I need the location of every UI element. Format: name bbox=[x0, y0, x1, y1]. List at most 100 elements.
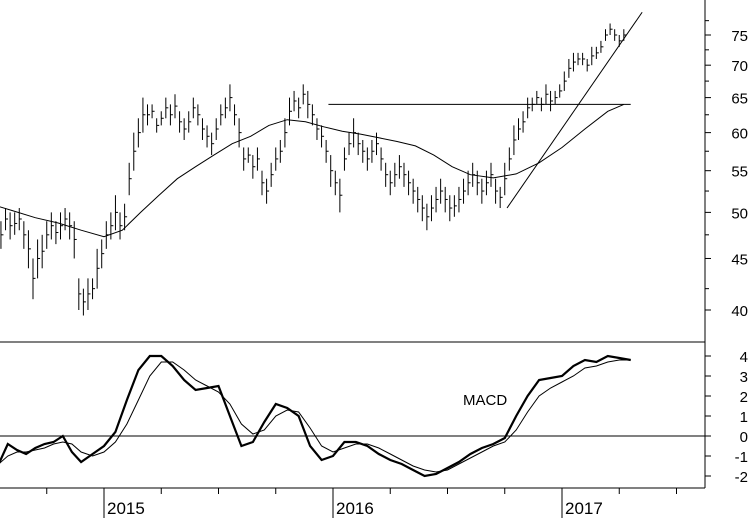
price-bar bbox=[426, 203, 430, 231]
price-bar bbox=[293, 90, 297, 112]
price-y-tick-label: 40 bbox=[731, 303, 748, 320]
price-bar bbox=[266, 178, 270, 204]
price-bar bbox=[160, 111, 164, 126]
price-bar bbox=[206, 125, 210, 148]
macd-y-ticks: -2 -1 0 1 2 3 4 bbox=[705, 349, 748, 486]
macd-y-tick-label: -1 bbox=[735, 449, 748, 466]
price-bar bbox=[504, 162, 508, 196]
price-bar bbox=[614, 29, 618, 41]
price-bar bbox=[96, 248, 100, 289]
macd-y-tick-label: 4 bbox=[740, 349, 748, 366]
macd-y-tick-label: 3 bbox=[740, 369, 748, 386]
price-bar bbox=[279, 139, 283, 163]
price-y-tick-label: 50 bbox=[731, 205, 748, 222]
price-bar bbox=[536, 90, 540, 105]
price-y-ticks: 40 45 50 55 60 65 70 75 bbox=[705, 20, 748, 320]
price-bar bbox=[311, 104, 315, 126]
time-axis: 2015 2016 2017 bbox=[0, 487, 705, 518]
macd-line bbox=[0, 354, 631, 478]
price-bar bbox=[55, 221, 59, 245]
macd-y-tick-label: -2 bbox=[735, 469, 748, 486]
price-bar bbox=[412, 178, 416, 204]
price-bar bbox=[449, 195, 453, 222]
price-bar bbox=[87, 278, 91, 310]
slow-average-line bbox=[0, 103, 624, 238]
price-bar bbox=[69, 212, 73, 240]
price-y-tick-label: 65 bbox=[731, 91, 748, 108]
price-bar bbox=[408, 170, 412, 196]
price-bar bbox=[224, 97, 228, 119]
price-bar bbox=[325, 139, 329, 163]
price-bar bbox=[165, 97, 169, 119]
price-bar bbox=[261, 170, 265, 196]
price-bar bbox=[517, 118, 521, 140]
price-bar bbox=[444, 186, 448, 213]
price-bar bbox=[577, 52, 581, 66]
price-bar bbox=[453, 195, 457, 217]
price-bar bbox=[417, 186, 421, 213]
price-bar bbox=[275, 147, 279, 171]
price-bar bbox=[110, 212, 114, 240]
price-bar bbox=[169, 104, 173, 126]
price-bar bbox=[435, 186, 439, 213]
price-bar bbox=[394, 162, 398, 187]
price-bar bbox=[499, 186, 503, 209]
price-bar bbox=[46, 221, 50, 249]
macd-lines bbox=[0, 354, 705, 478]
price-y-tick-label: 70 bbox=[731, 58, 748, 75]
price-bar bbox=[5, 208, 9, 231]
price-bar bbox=[192, 97, 196, 119]
price-bar bbox=[348, 132, 352, 156]
time-tick-label: 2015 bbox=[107, 499, 145, 518]
price-bar bbox=[476, 170, 480, 196]
price-bar bbox=[37, 239, 41, 279]
price-bar bbox=[174, 94, 178, 119]
price-bars bbox=[0, 23, 627, 316]
price-bar bbox=[371, 139, 375, 163]
price-bar bbox=[92, 278, 96, 300]
price-bar bbox=[559, 84, 563, 98]
price-bar bbox=[586, 58, 590, 72]
price-y-tick-label: 45 bbox=[731, 251, 748, 268]
price-bar bbox=[82, 288, 86, 316]
price-bar bbox=[114, 195, 118, 231]
price-bar bbox=[50, 212, 54, 240]
price-bar bbox=[9, 212, 13, 240]
price-bar bbox=[609, 23, 613, 35]
price-bar bbox=[343, 147, 347, 171]
price-bar bbox=[32, 258, 36, 300]
price-bar bbox=[339, 178, 343, 213]
price-bar bbox=[522, 111, 526, 133]
price-bar bbox=[142, 97, 146, 133]
macd-y-tick-label: 1 bbox=[740, 409, 748, 426]
price-bar bbox=[302, 84, 306, 105]
price-bar bbox=[197, 104, 201, 126]
price-panel: 40 45 50 55 60 65 70 75 bbox=[0, 0, 748, 342]
price-bar bbox=[41, 234, 45, 269]
price-bar bbox=[366, 147, 370, 171]
price-bar bbox=[508, 147, 512, 171]
price-overlays bbox=[0, 11, 643, 238]
price-bar bbox=[398, 155, 402, 179]
price-bar bbox=[550, 90, 554, 112]
macd-label: MACD bbox=[463, 392, 507, 409]
price-bar bbox=[563, 71, 567, 91]
price-bar bbox=[380, 147, 384, 171]
price-bar bbox=[490, 162, 494, 187]
price-bar bbox=[229, 84, 233, 112]
price-bar bbox=[256, 147, 260, 171]
price-bar bbox=[467, 170, 471, 196]
price-bar bbox=[421, 195, 425, 222]
price-bar bbox=[234, 104, 238, 126]
price-bar bbox=[463, 178, 467, 204]
macd-panel: -2 -1 0 1 2 3 4 MACD bbox=[0, 342, 748, 488]
price-bar bbox=[78, 278, 82, 310]
price-bar bbox=[119, 212, 123, 240]
price-bar bbox=[147, 104, 151, 126]
price-y-tick-label: 75 bbox=[731, 28, 748, 45]
price-bar bbox=[252, 155, 256, 179]
price-bar bbox=[211, 132, 215, 156]
macd-signal-line bbox=[0, 359, 631, 473]
price-bar bbox=[554, 90, 558, 105]
